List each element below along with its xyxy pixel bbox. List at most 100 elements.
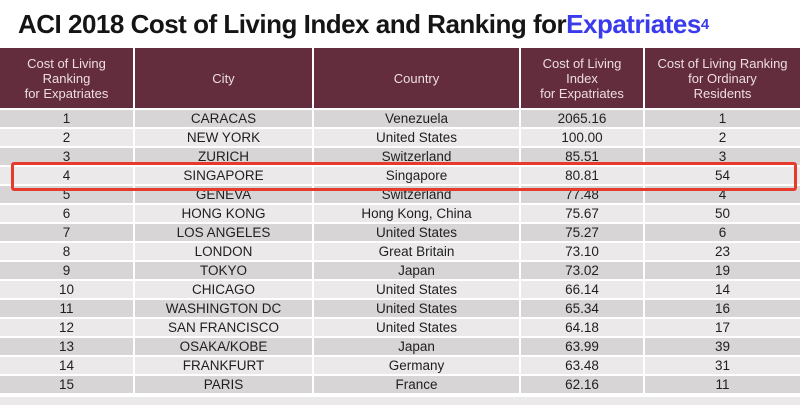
table-row: 15 PARIS France 62.16 11 bbox=[0, 376, 800, 395]
table-row: 14 FRANKFURT Germany 63.48 31 bbox=[0, 357, 800, 376]
table-row: 3 ZURICH Switzerland 85.51 3 bbox=[0, 148, 800, 167]
cell-expat-rank: 7 bbox=[0, 224, 135, 243]
cell-expat-index: 65.34 bbox=[521, 300, 645, 319]
cell-country: Switzerland bbox=[314, 148, 521, 167]
table-row: 6 HONG KONG Hong Kong, China 75.67 50 bbox=[0, 205, 800, 224]
cell-expat-rank: 5 bbox=[0, 186, 135, 205]
title-main-text: ACI 2018 Cost of Living Index and Rankin… bbox=[18, 8, 567, 39]
cell-expat-index: 75.27 bbox=[521, 224, 645, 243]
cell-expat-index: 64.18 bbox=[521, 319, 645, 338]
cell-expat-index: 77.48 bbox=[521, 186, 645, 205]
cell-city: GENEVA bbox=[135, 186, 314, 205]
cell-ordinary-rank: 19 bbox=[645, 262, 800, 281]
cell-city: SAN FRANCISCO bbox=[135, 319, 314, 338]
cell-country: United States bbox=[314, 224, 521, 243]
table-row: 13 OSAKA/KOBE Japan 63.99 39 bbox=[0, 338, 800, 357]
cell-country: Hong Kong, China bbox=[314, 205, 521, 224]
cell-ordinary-rank: 31 bbox=[645, 357, 800, 376]
partial-next-row-strip bbox=[0, 397, 800, 405]
table-row: 9 TOKYO Japan 73.02 19 bbox=[0, 262, 800, 281]
cell-city: NEW YORK bbox=[135, 129, 314, 148]
cell-city: WASHINGTON DC bbox=[135, 300, 314, 319]
cell-city: OSAKA/KOBE bbox=[135, 338, 314, 357]
page-title: ACI 2018 Cost of Living Index and Rankin… bbox=[0, 0, 800, 48]
cell-expat-rank: 10 bbox=[0, 281, 135, 300]
cell-city: CHICAGO bbox=[135, 281, 314, 300]
cell-ordinary-rank: 39 bbox=[645, 338, 800, 357]
table-row: 11 WASHINGTON DC United States 65.34 16 bbox=[0, 300, 800, 319]
table-row: 4 SINGAPORE Singapore 80.81 54 bbox=[0, 167, 800, 186]
table-row: 12 SAN FRANCISCO United States 64.18 17 bbox=[0, 319, 800, 338]
cell-expat-index: 62.16 bbox=[521, 376, 645, 395]
cell-city: LONDON bbox=[135, 243, 314, 262]
table-header: Cost of Living Ranking for Expatriates C… bbox=[0, 48, 800, 110]
cell-country: United States bbox=[314, 129, 521, 148]
col-header-ordinary-ranking: Cost of Living Ranking for Ordinary Resi… bbox=[645, 48, 800, 110]
cell-expat-rank: 2 bbox=[0, 129, 135, 148]
table-row: 1 CARACAS Venezuela 2065.16 1 bbox=[0, 110, 800, 129]
cell-city: FRANKFURT bbox=[135, 357, 314, 376]
table-header-row: Cost of Living Ranking for Expatriates C… bbox=[0, 48, 800, 110]
cell-ordinary-rank: 16 bbox=[645, 300, 800, 319]
cell-country: Great Britain bbox=[314, 243, 521, 262]
cell-country: United States bbox=[314, 300, 521, 319]
cell-expat-index: 80.81 bbox=[521, 167, 645, 186]
cell-city: SINGAPORE bbox=[135, 167, 314, 186]
cell-ordinary-rank: 17 bbox=[645, 319, 800, 338]
cell-country: Venezuela bbox=[314, 110, 521, 129]
cell-expat-index: 63.48 bbox=[521, 357, 645, 376]
cell-ordinary-rank: 14 bbox=[645, 281, 800, 300]
cell-city: CARACAS bbox=[135, 110, 314, 129]
cell-ordinary-rank: 50 bbox=[645, 205, 800, 224]
cell-expat-rank: 14 bbox=[0, 357, 135, 376]
col-header-city: City bbox=[135, 48, 314, 110]
cell-expat-index: 73.02 bbox=[521, 262, 645, 281]
cell-city: TOKYO bbox=[135, 262, 314, 281]
cell-ordinary-rank: 4 bbox=[645, 186, 800, 205]
cell-expat-index: 85.51 bbox=[521, 148, 645, 167]
table-row: 8 LONDON Great Britain 73.10 23 bbox=[0, 243, 800, 262]
cell-ordinary-rank: 11 bbox=[645, 376, 800, 395]
cost-of-living-table: Cost of Living Ranking for Expatriates C… bbox=[0, 48, 800, 395]
table-row: 5 GENEVA Switzerland 77.48 4 bbox=[0, 186, 800, 205]
cell-city: HONG KONG bbox=[135, 205, 314, 224]
cell-country: Switzerland bbox=[314, 186, 521, 205]
cell-ordinary-rank: 54 bbox=[645, 167, 800, 186]
cell-expat-rank: 1 bbox=[0, 110, 135, 129]
table-body: 1 CARACAS Venezuela 2065.16 1 2 NEW YORK… bbox=[0, 110, 800, 395]
table-row: 10 CHICAGO United States 66.14 14 bbox=[0, 281, 800, 300]
cell-ordinary-rank: 3 bbox=[645, 148, 800, 167]
cell-expat-index: 75.67 bbox=[521, 205, 645, 224]
cell-expat-rank: 6 bbox=[0, 205, 135, 224]
title-footnote-superscript: 4 bbox=[700, 15, 710, 33]
title-highlight-text: Expatriates bbox=[566, 8, 701, 39]
cell-ordinary-rank: 23 bbox=[645, 243, 800, 262]
cell-expat-index: 2065.16 bbox=[521, 110, 645, 129]
cell-expat-rank: 9 bbox=[0, 262, 135, 281]
cell-country: France bbox=[314, 376, 521, 395]
cell-expat-rank: 8 bbox=[0, 243, 135, 262]
cell-country: United States bbox=[314, 281, 521, 300]
cell-expat-rank: 15 bbox=[0, 376, 135, 395]
cell-expat-rank: 11 bbox=[0, 300, 135, 319]
cell-country: Japan bbox=[314, 262, 521, 281]
cell-ordinary-rank: 1 bbox=[645, 110, 800, 129]
cell-country: Germany bbox=[314, 357, 521, 376]
cell-expat-index: 63.99 bbox=[521, 338, 645, 357]
table-row: 7 LOS ANGELES United States 75.27 6 bbox=[0, 224, 800, 243]
cell-city: ZURICH bbox=[135, 148, 314, 167]
cell-ordinary-rank: 6 bbox=[645, 224, 800, 243]
cell-expat-index: 66.14 bbox=[521, 281, 645, 300]
cell-ordinary-rank: 2 bbox=[645, 129, 800, 148]
cell-country: United States bbox=[314, 319, 521, 338]
cell-expat-rank: 3 bbox=[0, 148, 135, 167]
table-row: 2 NEW YORK United States 100.00 2 bbox=[0, 129, 800, 148]
cell-city: PARIS bbox=[135, 376, 314, 395]
col-header-expat-ranking: Cost of Living Ranking for Expatriates bbox=[0, 48, 135, 110]
cell-expat-rank: 12 bbox=[0, 319, 135, 338]
col-header-expat-index: Cost of Living Index for Expatriates bbox=[521, 48, 645, 110]
cell-expat-index: 100.00 bbox=[521, 129, 645, 148]
col-header-country: Country bbox=[314, 48, 521, 110]
cell-country: Japan bbox=[314, 338, 521, 357]
